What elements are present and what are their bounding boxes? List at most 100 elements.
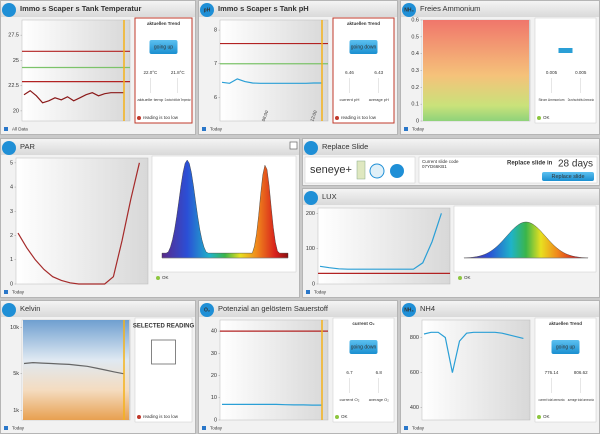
reading-label: Strom Ammonium bbox=[538, 97, 565, 102]
x-tick-label: 12:00 bbox=[309, 109, 318, 122]
y-tick-label: 4 bbox=[10, 185, 13, 191]
trend-button bbox=[349, 340, 378, 354]
panel-icon-label: O₂ bbox=[204, 307, 210, 313]
trend-heading: aktuellen Trend bbox=[147, 21, 180, 26]
selected-label: SELECTED READING bbox=[133, 324, 195, 330]
panel-icon bbox=[2, 141, 16, 155]
slide-days: 28 days bbox=[558, 159, 593, 170]
y-tick-label: 10k bbox=[10, 325, 19, 331]
footer-label[interactable]: Today bbox=[314, 290, 327, 295]
data-line bbox=[23, 89, 124, 104]
reading-label: average pH bbox=[369, 97, 389, 102]
trend-box bbox=[332, 17, 395, 124]
status-text: reading is too low bbox=[143, 115, 179, 120]
plot-area bbox=[219, 19, 329, 122]
data-line bbox=[23, 361, 124, 375]
y-tick-label: 20 bbox=[211, 373, 217, 379]
plot-area bbox=[421, 319, 531, 421]
plot-area bbox=[317, 207, 451, 285]
slide-button-label[interactable]: Replace slide bbox=[551, 174, 584, 180]
status-dot bbox=[335, 415, 339, 419]
panel-header bbox=[1, 301, 195, 317]
reading-label: average total ammonia bbox=[568, 397, 594, 402]
footer-label[interactable]: Today bbox=[12, 426, 25, 431]
y-tick-label: 5 bbox=[10, 160, 13, 166]
footer-icon bbox=[202, 426, 206, 430]
status-text: reading is too low bbox=[143, 414, 179, 419]
x-tick-label: 06:00 bbox=[261, 109, 270, 122]
panel-title: Immo s Scaper s Tank pH bbox=[218, 4, 309, 13]
panel-header bbox=[303, 189, 599, 205]
y-tick-label: 0.5 bbox=[411, 34, 419, 40]
y-tick-label: 0.4 bbox=[411, 51, 419, 57]
trend-button-label: going down bbox=[351, 344, 377, 350]
data-line bbox=[221, 78, 322, 84]
status-text: OK bbox=[543, 414, 550, 419]
reading-value: 6.46 bbox=[345, 70, 354, 75]
panel-title: LUX bbox=[322, 192, 337, 201]
y-tick-label: 2 bbox=[10, 233, 13, 239]
reading-value: 776.14 bbox=[545, 370, 559, 375]
reading-label: average O₂ bbox=[369, 397, 389, 402]
trend-heading: aktuellen Trend bbox=[347, 21, 380, 26]
reading-value: 0.005 bbox=[546, 70, 558, 75]
slide-icon bbox=[356, 160, 366, 180]
trend-button-label: going down bbox=[351, 44, 377, 50]
reading-value: 21.8°C bbox=[171, 70, 186, 75]
status-dot bbox=[335, 116, 339, 120]
panel-header bbox=[401, 301, 599, 317]
status-dot bbox=[137, 116, 141, 120]
close-button[interactable] bbox=[289, 141, 298, 150]
reading-label: aktuelle temp bbox=[137, 97, 164, 102]
footer-label[interactable]: Today bbox=[412, 426, 425, 431]
reading-value: 6.8 bbox=[376, 370, 383, 375]
y-tick-label: 400 bbox=[410, 405, 419, 411]
trend-heading: current O₂ bbox=[352, 321, 374, 326]
reading-value: 6.7 bbox=[346, 370, 353, 375]
footer-icon bbox=[306, 290, 310, 294]
panel-icon-label: NH₄ bbox=[404, 307, 414, 313]
y-tick-label: 20 bbox=[13, 108, 19, 114]
panel-icon bbox=[402, 303, 416, 317]
y-tick-label: 0.2 bbox=[411, 85, 419, 91]
status-dot bbox=[137, 415, 141, 419]
footer-label[interactable]: Today bbox=[12, 290, 25, 295]
footer-icon bbox=[202, 127, 206, 131]
trend-button bbox=[349, 40, 378, 54]
status-text: reading is too low bbox=[341, 115, 377, 120]
y-tick-label: 0.1 bbox=[411, 102, 419, 108]
reading-label: current O₂ bbox=[339, 397, 359, 402]
y-tick-label: 800 bbox=[410, 335, 419, 341]
reading-label: Durchschnittliche Temperatur bbox=[165, 97, 191, 102]
trend-box bbox=[534, 317, 597, 423]
status-text: OK bbox=[341, 414, 348, 419]
panel-title: Immo s Scaper s Tank Temperatur bbox=[20, 4, 142, 13]
slide-button[interactable] bbox=[542, 172, 594, 181]
y-tick-label: 30 bbox=[211, 351, 217, 357]
footer-label[interactable]: All Data bbox=[12, 127, 28, 132]
footer-label[interactable]: Today bbox=[412, 127, 425, 132]
panel-header bbox=[1, 139, 299, 155]
y-tick-label: 0 bbox=[10, 281, 13, 287]
panel-title: NH4 bbox=[420, 304, 435, 313]
plot-area bbox=[21, 19, 131, 122]
footer-label[interactable]: Today bbox=[210, 127, 223, 132]
y-tick-label: 25 bbox=[13, 58, 19, 64]
panel-header bbox=[401, 1, 599, 17]
spectrum-curve bbox=[161, 159, 289, 259]
panel-icon bbox=[200, 3, 214, 17]
footer-icon bbox=[404, 426, 408, 430]
y-tick-label: 6 bbox=[214, 95, 217, 101]
slide-logo: seneye+ bbox=[310, 164, 352, 176]
status-dot bbox=[156, 276, 160, 280]
data-line bbox=[319, 213, 442, 270]
footer-icon bbox=[4, 426, 8, 430]
y-tick-label: 7 bbox=[214, 61, 217, 67]
trend-button bbox=[149, 40, 178, 54]
y-tick-label: 22.5 bbox=[8, 83, 19, 89]
panel-icon bbox=[2, 303, 16, 317]
plot-fill bbox=[23, 320, 129, 420]
footer-label[interactable]: Today bbox=[210, 426, 223, 431]
y-tick-label: 0.3 bbox=[411, 68, 419, 74]
